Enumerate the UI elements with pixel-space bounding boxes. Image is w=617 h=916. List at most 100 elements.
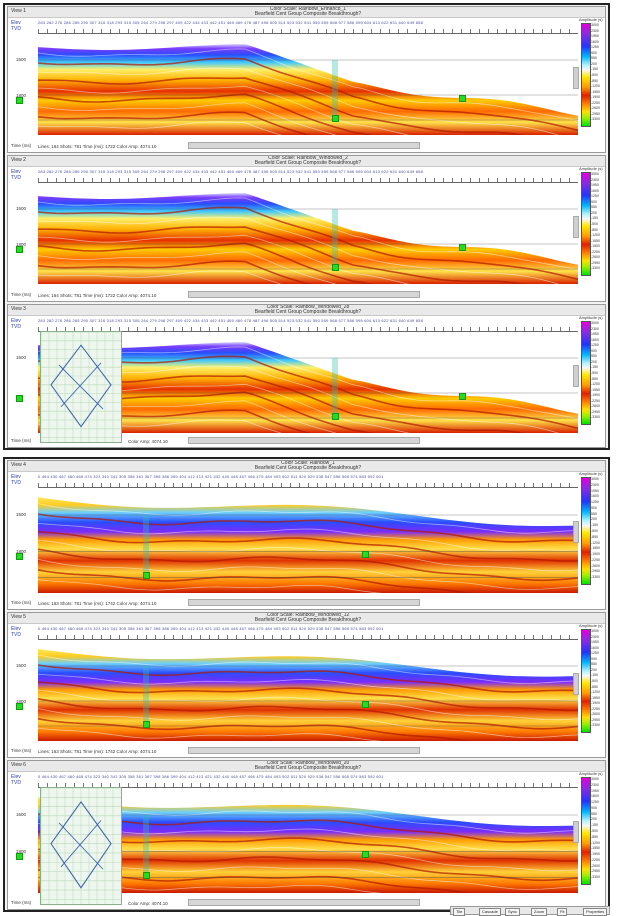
left-axis-marker[interactable]	[16, 853, 23, 861]
color-scale-tick: -2600	[591, 863, 600, 868]
color-scale-tick: -150	[591, 216, 599, 221]
base-map-canvas	[41, 788, 121, 904]
horizontal-scrollbar[interactable]	[188, 899, 420, 906]
color-scale-tick: -500	[591, 371, 599, 375]
color-scale-tick: -2250	[591, 398, 600, 403]
color-scale-tick: 1250	[591, 194, 599, 199]
color-scale-tick: -150	[591, 823, 599, 828]
y-axis-label-line1: Elev	[11, 626, 21, 632]
y-axis-label-line2: TVD	[11, 780, 21, 786]
color-scale-tick: -1900	[591, 552, 600, 557]
color-scale-tick: -150	[591, 673, 599, 678]
vertical-scrollbar[interactable]	[573, 365, 579, 387]
trace-ruler	[38, 783, 578, 788]
color-scale-tick: -2950	[591, 111, 600, 116]
color-scale-tick: -1550	[591, 846, 600, 851]
left-axis-marker[interactable]	[16, 553, 23, 561]
seismic-section-plot[interactable]	[38, 789, 578, 893]
color-scale-tick: -850	[591, 534, 599, 539]
color-scale-tick: 900	[591, 348, 597, 353]
panel-subtitle: Bearfield Cent Group Composite Breakthro…	[254, 160, 362, 166]
color-scale-tick: -1200	[591, 840, 600, 845]
color-scale-tick: 2300	[591, 28, 599, 33]
color-scale-tick: -3300	[591, 415, 600, 420]
horizontal-scrollbar[interactable]	[188, 142, 420, 149]
color-scale-tick: 900	[591, 805, 597, 810]
panel-title: Color Scale: Rainbow_Windowed_20	[266, 760, 350, 766]
y-axis-label: Elev TVD	[11, 474, 31, 486]
well-marker[interactable]	[143, 721, 150, 728]
well-marker[interactable]	[143, 572, 150, 580]
left-axis-marker[interactable]	[16, 246, 23, 253]
well-marker[interactable]	[143, 872, 150, 880]
seismic-section-plot[interactable]	[38, 641, 578, 741]
well-marker[interactable]	[332, 413, 339, 420]
color-scale-tick: -2250	[591, 557, 600, 562]
left-axis-marker[interactable]	[16, 395, 23, 402]
panel-name: View 6	[11, 762, 26, 768]
horizontal-scrollbar[interactable]	[188, 437, 420, 444]
seismic-section-plot[interactable]	[38, 184, 578, 284]
panel-subtitle: Bearfield Cent Group Composite Breakthro…	[254, 11, 362, 17]
seismic-section-plot[interactable]	[38, 489, 578, 593]
time-axis-label: Time (ms)	[11, 748, 32, 753]
horizontal-scrollbar[interactable]	[188, 291, 420, 298]
color-scale-tick: -3300	[591, 875, 600, 880]
horizon-pick-marker[interactable]	[459, 393, 467, 400]
horizontal-scrollbar[interactable]	[188, 599, 420, 606]
color-scale-tick: 200	[591, 61, 597, 66]
left-axis-marker[interactable]	[16, 97, 23, 104]
horizon-pick-marker[interactable]	[459, 244, 467, 251]
seismic-section-plot[interactable]	[38, 333, 578, 433]
color-scale-tick: -500	[591, 679, 599, 683]
time-tick-label: 1500	[16, 511, 27, 517]
color-scale-tick: 1250	[591, 651, 599, 656]
color-scale-tick: -1550	[591, 387, 600, 392]
color-scale-tick: 550	[591, 56, 597, 61]
seismic-view-3: View 3 Color Scale: Rainbow_Windowed_28 Be…	[7, 304, 606, 448]
color-scale-tick: -2600	[591, 255, 600, 260]
y-axis-label-line1: Elev	[11, 20, 21, 26]
amplitude-color-scale: Amplitude (s) 3000 2300 1950 1600 1250 900 550 2…	[579, 17, 603, 127]
base-map-inset[interactable]	[40, 787, 122, 905]
color-scale-tick: -150	[591, 365, 599, 370]
seismic-view-4: View 4 Color Scale: Rainbow_1 Bearfield Ce…	[7, 460, 606, 610]
horizon-pick-marker[interactable]	[459, 95, 467, 102]
seismic-section-plot[interactable]	[38, 35, 578, 135]
color-scale-tick: -3300	[591, 575, 600, 580]
horizon-pick-marker[interactable]	[362, 551, 369, 559]
color-scale-tick: -1200	[591, 233, 600, 238]
vertical-scrollbar[interactable]	[573, 521, 579, 543]
color-scale-tick: 1950	[591, 640, 599, 645]
panel-title-bar: View 3	[8, 305, 605, 316]
horizontal-scrollbar[interactable]	[188, 747, 420, 754]
vertical-scrollbar[interactable]	[573, 673, 579, 695]
horizon-pick-marker[interactable]	[362, 701, 369, 708]
color-scale-title: Amplitude (s)	[579, 17, 603, 22]
time-tick-label: 1500	[16, 57, 27, 62]
color-scale-tick: 900	[591, 656, 597, 661]
color-scale-tick: 2300	[591, 782, 599, 787]
y-axis-label-line1: Elev	[11, 474, 21, 480]
vertical-scrollbar[interactable]	[573, 216, 579, 238]
y-axis-label-line2: TVD	[11, 324, 21, 330]
color-scale-tick: -2950	[591, 717, 600, 722]
panel-subtitle: Bearfield Cent Group Composite Breakthro…	[254, 765, 362, 771]
time-axis-label: Time (ms)	[11, 900, 32, 905]
horizon-pick-marker[interactable]	[362, 851, 369, 859]
color-scale-tick: -1900	[591, 393, 600, 398]
color-scale-tick: -1550	[591, 89, 600, 94]
vertical-scrollbar[interactable]	[573, 67, 579, 89]
color-scale-tick: -1550	[591, 546, 600, 551]
base-map-inset[interactable]	[40, 331, 122, 443]
amplitude-color-scale: Amplitude (s) 3000 2300 1950 1600 1250 900 550 2…	[579, 166, 603, 276]
left-axis-marker[interactable]	[16, 703, 23, 710]
trace-number-header: 0 464 430 467 460 465 474 323 340 341 30…	[38, 474, 384, 479]
vertical-scrollbar[interactable]	[573, 821, 579, 843]
well-marker[interactable]	[332, 264, 339, 271]
time-tick-label: 1800	[16, 242, 27, 247]
color-scale-tick: 900	[591, 505, 597, 510]
color-scale-tick: 900	[591, 50, 597, 55]
well-marker[interactable]	[332, 115, 339, 122]
seismic-section-canvas	[38, 497, 578, 593]
